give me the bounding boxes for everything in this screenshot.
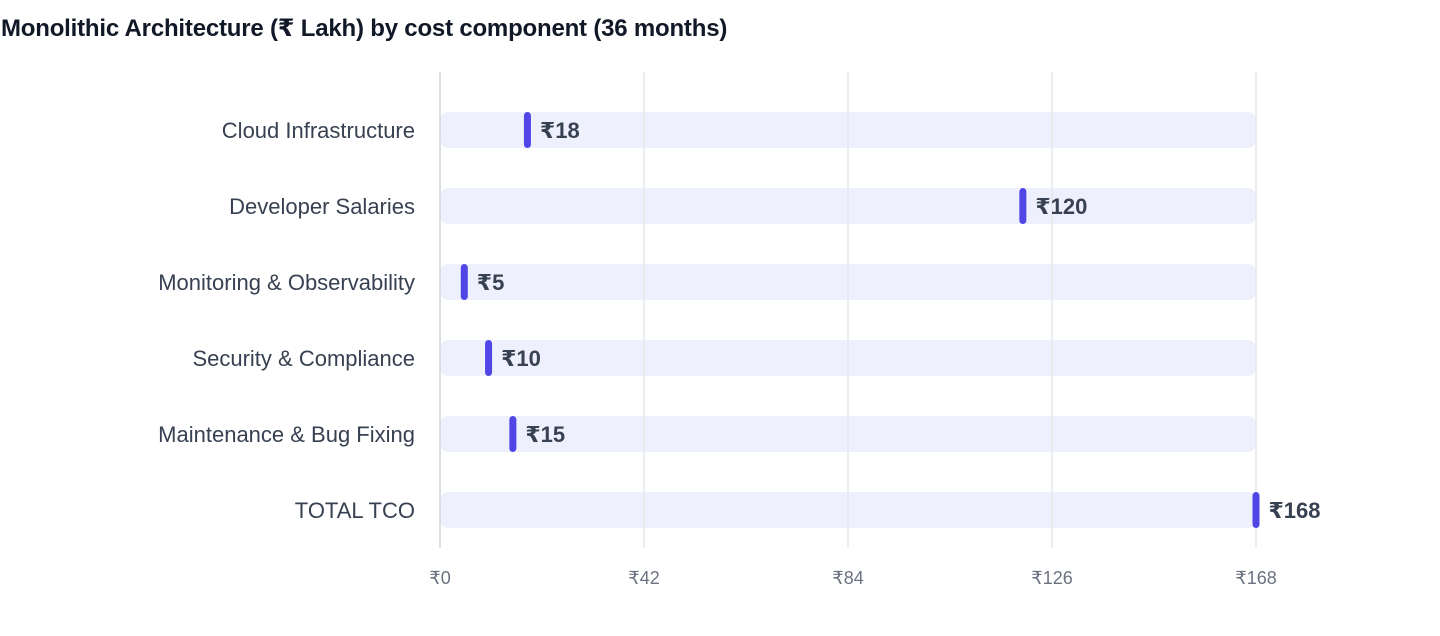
category-label: Security & Compliance [192, 346, 415, 371]
value-label: ₹18 [540, 118, 580, 143]
bars [460, 112, 1260, 528]
x-tick-label: ₹168 [1235, 568, 1276, 588]
category-label: Developer Salaries [229, 194, 415, 219]
x-tick-label: ₹0 [429, 568, 450, 588]
bar-marker [460, 264, 468, 300]
category-label: Monitoring & Observability [158, 270, 415, 295]
bar-marker [509, 416, 517, 452]
value-label: ₹5 [477, 270, 505, 295]
bar-marker [485, 340, 493, 376]
bar-marker [1252, 492, 1260, 528]
category-label: TOTAL TCO [295, 498, 415, 523]
value-label: ₹10 [501, 346, 541, 371]
gridlines [439, 72, 1257, 548]
value-label: ₹120 [1035, 194, 1087, 219]
category-label: Cloud Infrastructure [222, 118, 415, 143]
value-label: ₹15 [525, 422, 565, 447]
value-label: ₹168 [1269, 498, 1321, 523]
bar-marker [1019, 188, 1027, 224]
x-tick-label: ₹84 [832, 568, 863, 588]
x-tick-label: ₹126 [1031, 568, 1072, 588]
chart-title: Monolithic Architecture (₹ Lakh) by cost… [1, 15, 728, 42]
labels: ₹0 ₹42 ₹84 ₹126 ₹168 Cloud Infrastructure ₹18 D… [158, 118, 1320, 588]
bar-marker [523, 112, 531, 148]
x-tick-label: ₹42 [628, 568, 659, 588]
category-label: Maintenance & Bug Fixing [158, 422, 415, 447]
